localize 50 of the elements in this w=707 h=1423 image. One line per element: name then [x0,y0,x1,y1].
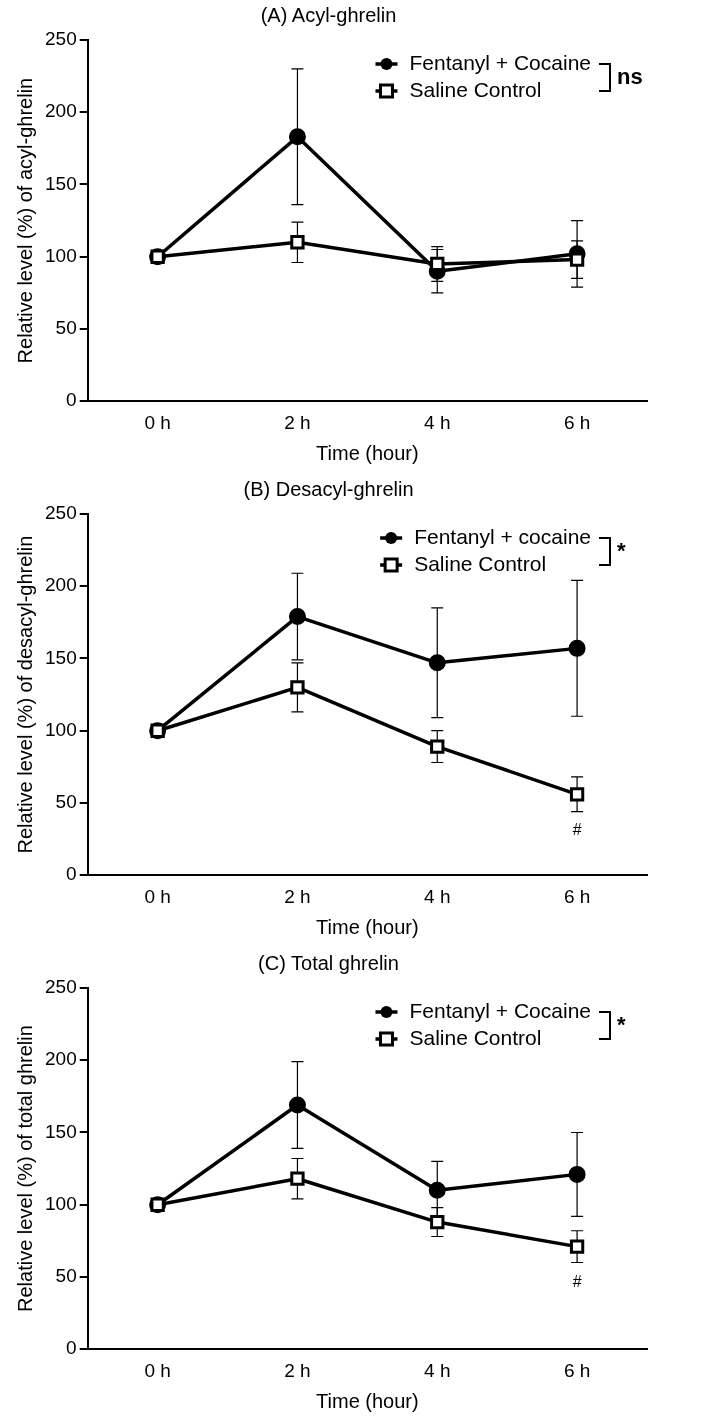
x-tick-label: 2 h [284,411,311,433]
x-tick-label: 0 h [144,1359,171,1381]
y-tick-label: 50 [55,1265,77,1287]
y-tick-label: 150 [45,172,77,194]
x-tick-label: 0 h [144,411,171,433]
annotation: * [617,537,626,563]
y-axis-title: Relative level (%) of acyl-ghrelin [13,77,36,364]
y-tick-label: 0 [66,863,77,885]
legend-label: Saline Control [409,1025,542,1049]
x-tick-label: 0 h [144,885,171,907]
x-tick-label: 6 h [563,885,591,907]
y-tick-label: 150 [45,646,77,668]
y-tick-label: 150 [45,1120,77,1142]
y-tick-label: 0 [66,1337,77,1359]
y-tick-label: 250 [45,28,77,50]
chart-title: (C) Total ghrelin [258,951,399,974]
legend-label: Saline Control [414,551,547,575]
legend-label: Fentanyl + Cocaine [409,998,592,1022]
x-tick-label: 4 h [424,1359,451,1381]
y-tick-label: 50 [55,317,77,339]
chart-title: (A) Acyl-ghrelin [260,3,397,26]
y-tick-label: 200 [45,574,77,596]
y-axis-title: Relative level (%) of total ghrelin [13,1025,36,1312]
annotation: ns [617,63,643,89]
y-tick-label: 50 [55,791,77,813]
y-tick-label: 100 [45,718,77,740]
y-tick-label: 250 [45,502,77,524]
legend-label: Fentanyl + Cocaine [409,50,592,74]
y-tick-label: 0 [66,389,77,411]
y-tick-label: 200 [45,1048,77,1070]
y-tick-label: 200 [45,100,77,122]
chart-title: (B) Desacyl-ghrelin [243,477,414,500]
x-tick-label: 2 h [284,1359,311,1381]
x-axis-title: Time (hour) [316,441,419,464]
annotation: # [572,820,582,838]
legend-label: Saline Control [409,77,542,101]
x-tick-label: 6 h [563,411,591,433]
x-tick-label: 2 h [284,885,311,907]
x-tick-label: 4 h [424,411,451,433]
x-axis-title: Time (hour) [316,1389,419,1412]
legend-label: Fentanyl + cocaine [414,524,591,548]
annotation: * [617,1011,626,1037]
y-tick-label: 100 [45,244,77,266]
x-axis-title: Time (hour) [316,915,419,938]
y-axis-title: Relative level (%) of desacyl-ghrelin [13,535,36,854]
annotation: # [572,1273,582,1291]
y-tick-label: 250 [45,976,77,998]
x-tick-label: 4 h [424,885,451,907]
y-tick-label: 100 [45,1192,77,1214]
x-tick-label: 6 h [563,1359,591,1381]
